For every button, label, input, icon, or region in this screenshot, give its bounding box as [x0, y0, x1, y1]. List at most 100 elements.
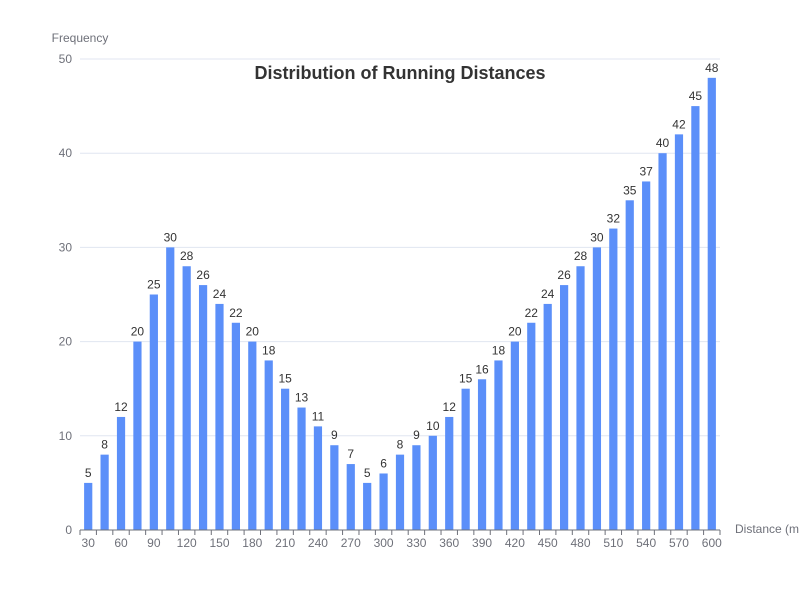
data-label: 35	[623, 183, 637, 197]
data-label: 24	[541, 287, 555, 301]
x-tick-label: 360	[439, 536, 459, 550]
bar	[494, 360, 503, 530]
x-tick-label: 330	[406, 536, 426, 550]
bar	[707, 77, 716, 530]
data-label: 42	[672, 117, 686, 131]
bar	[477, 379, 487, 530]
bar	[395, 454, 405, 530]
x-tick-label: 600	[702, 536, 722, 550]
bar	[609, 228, 618, 530]
data-label: 10	[426, 419, 440, 433]
bar	[84, 482, 93, 530]
x-tick-label: 480	[570, 536, 590, 550]
data-label: 20	[508, 325, 522, 339]
x-tick-label: 240	[308, 536, 328, 550]
x-tick-label: 210	[275, 536, 295, 550]
bar	[674, 134, 684, 531]
bar	[560, 285, 569, 530]
data-label: 7	[347, 447, 354, 461]
x-tick-label: 180	[242, 536, 262, 550]
bar	[592, 247, 602, 530]
x-tick-label: 60	[114, 536, 128, 550]
y-tick-label: 40	[59, 146, 73, 160]
data-label: 12	[114, 400, 128, 414]
data-label: 22	[229, 306, 243, 320]
x-tick-label: 510	[603, 536, 623, 550]
bar	[658, 153, 667, 530]
data-label: 8	[397, 438, 404, 452]
data-label: 8	[101, 438, 108, 452]
x-tick-label: 300	[374, 536, 394, 550]
data-label: 20	[131, 325, 145, 339]
y-tick-label: 10	[59, 429, 73, 443]
data-label: 12	[443, 400, 457, 414]
bar	[642, 181, 651, 530]
data-label: 5	[364, 466, 371, 480]
data-label: 26	[557, 268, 571, 282]
bar	[182, 266, 191, 530]
bar	[625, 200, 634, 531]
bar	[133, 341, 142, 530]
bar	[198, 285, 208, 530]
y-axis-title: Frequency	[52, 31, 109, 45]
bar	[412, 445, 421, 530]
bar	[330, 445, 339, 530]
bar	[100, 454, 109, 530]
x-tick-label: 270	[341, 536, 361, 550]
y-axis-ticks: 0 10 20 30 40 50	[59, 52, 73, 537]
data-label: 48	[705, 61, 719, 75]
data-label: 18	[492, 343, 506, 357]
bar	[576, 266, 585, 530]
data-label: 9	[331, 428, 338, 442]
bar	[510, 341, 519, 530]
bar	[691, 106, 700, 530]
bar	[543, 303, 552, 530]
bar	[313, 426, 323, 530]
gridlines	[80, 58, 720, 437]
x-tick-label: 150	[209, 536, 229, 550]
y-tick-label: 50	[59, 52, 73, 66]
data-label: 30	[590, 230, 604, 244]
data-label: 37	[639, 164, 653, 178]
bar	[166, 247, 175, 530]
data-label: 15	[278, 372, 292, 386]
data-label: 25	[147, 278, 161, 292]
data-label: 20	[246, 325, 260, 339]
data-label: 28	[574, 249, 588, 263]
y-tick-label: 0	[65, 523, 72, 537]
y-tick-label: 30	[59, 240, 73, 254]
x-axis-title: Distance (m	[735, 522, 799, 536]
data-label: 9	[413, 428, 420, 442]
bar	[445, 416, 454, 530]
bar	[215, 303, 224, 530]
x-tick-label: 90	[147, 536, 161, 550]
bar	[231, 322, 240, 530]
data-label: 22	[525, 306, 539, 320]
data-label: 16	[475, 362, 489, 376]
bar	[379, 473, 388, 530]
data-label: 11	[312, 409, 325, 423]
data-label: 28	[180, 249, 194, 263]
bar	[461, 388, 470, 530]
data-label: 5	[85, 466, 92, 480]
data-label: 13	[295, 391, 309, 405]
y-tick-label: 20	[59, 335, 73, 349]
data-label: 32	[607, 212, 621, 226]
x-tick-label: 570	[669, 536, 689, 550]
data-label: 40	[656, 136, 670, 150]
bar	[281, 388, 290, 530]
data-label: 26	[196, 268, 210, 282]
data-label: 18	[262, 343, 276, 357]
x-tick-label: 30	[82, 536, 96, 550]
bar	[248, 341, 257, 530]
data-label: 45	[689, 89, 703, 103]
chart-title: Distribution of Running Distances	[255, 63, 546, 83]
bar	[527, 322, 536, 530]
x-tick-label: 120	[177, 536, 197, 550]
bars	[84, 77, 716, 531]
bar	[346, 464, 355, 530]
x-tick-label: 540	[636, 536, 656, 550]
x-tick-label: 420	[505, 536, 525, 550]
bar	[116, 416, 126, 530]
